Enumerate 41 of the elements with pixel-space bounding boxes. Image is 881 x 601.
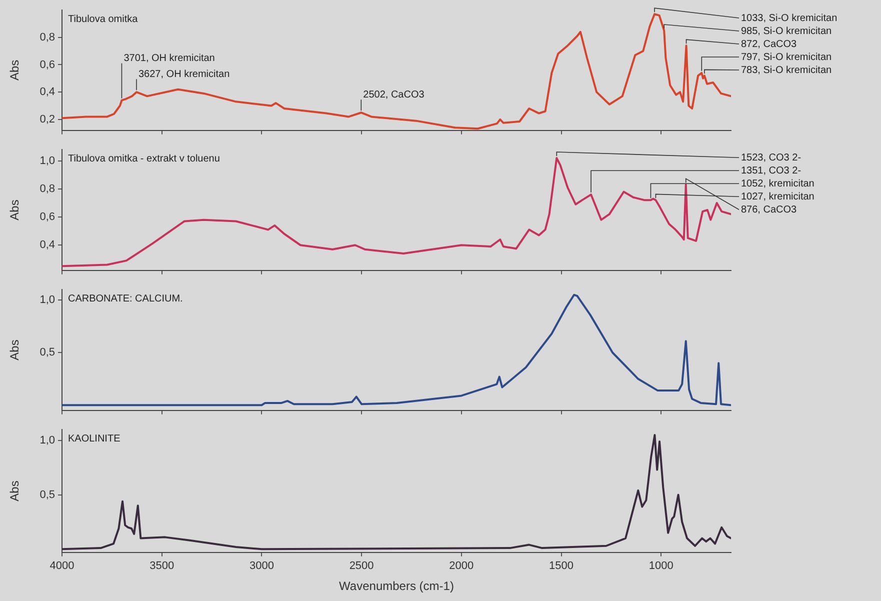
- annotation: 985, Si-O kremicitan: [741, 26, 832, 37]
- annotation: 783, Si-O kremicitan: [741, 64, 832, 76]
- annotation: 1052, kremicitan: [741, 178, 814, 190]
- chart-title: KAOLINITE: [68, 433, 121, 444]
- y-axis-title: Abs: [8, 340, 22, 360]
- annotation: 872, CaCO3: [741, 38, 798, 50]
- y-tick-label: 0,8: [40, 182, 55, 195]
- y-tick-label: 1,0: [40, 154, 55, 167]
- annotation: 3627, OH kremicitan: [138, 68, 230, 80]
- chart-title: Tibulova omitka: [68, 14, 138, 25]
- annotation: 797, Si-O kremicitan: [741, 52, 832, 63]
- x-tick-label: 3000: [249, 560, 274, 572]
- x-tick-label: 2500: [349, 560, 374, 572]
- annotation: 2502, CaCO3: [363, 89, 425, 100]
- y-axis-title: Abs: [8, 60, 22, 81]
- y-axis-title: Abs: [8, 200, 22, 220]
- x-axis-title: Wavenumbers (cm-1): [339, 579, 454, 594]
- y-tick-label: 0,5: [40, 488, 55, 501]
- annotation: 1033, Si-O kremicitan: [741, 12, 838, 24]
- y-tick-label: 0,8: [40, 31, 55, 44]
- y-tick-label: 0,6: [40, 211, 55, 224]
- annotation: 1351, CO3 2-: [741, 165, 802, 176]
- annotation: 1027, kremicitan: [741, 191, 814, 202]
- x-tick-label: 4000: [50, 560, 74, 572]
- x-tick-label: 2000: [449, 560, 474, 572]
- chart-title: Tibulova omitka - extrakt v toluenu: [68, 153, 220, 164]
- y-tick-label: 1,0: [40, 434, 55, 446]
- annotation: 876, CaCO3: [741, 204, 798, 216]
- x-tick-label: 1000: [648, 560, 674, 572]
- y-tick-label: 0,5: [40, 346, 55, 359]
- x-tick-label: 1500: [549, 560, 574, 572]
- y-tick-label: 0,4: [40, 86, 55, 98]
- y-tick-label: 0,4: [40, 239, 55, 252]
- x-tick-label: 3500: [150, 560, 174, 572]
- annotation: 3701, OH kremicitan: [124, 53, 215, 64]
- y-axis-title: Abs: [8, 480, 22, 502]
- y-tick-label: 1,0: [40, 294, 55, 306]
- annotation: 1523, CO3 2-: [741, 152, 802, 164]
- y-tick-label: 0,6: [40, 58, 55, 71]
- y-tick-label: 0,2: [40, 113, 55, 126]
- chart-title: CARBONATE: CALCIUM.: [68, 293, 183, 304]
